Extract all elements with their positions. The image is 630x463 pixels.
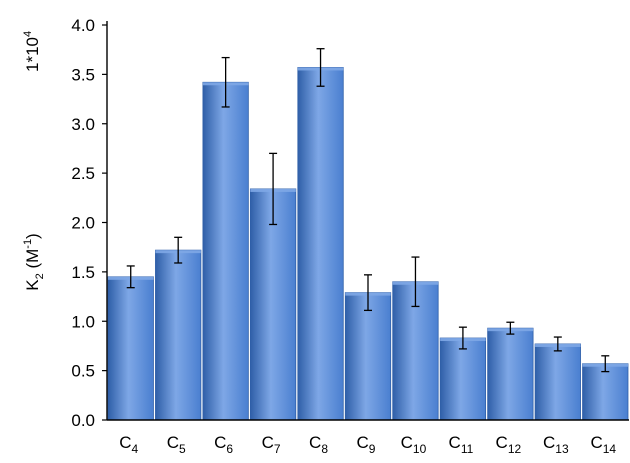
x-tick-label: C9 — [357, 433, 376, 456]
y-tick-label: 1.0 — [71, 312, 95, 331]
x-tick-label-sub: 13 — [555, 442, 569, 456]
x-tick-label: C7 — [262, 433, 281, 456]
y-tick-label: 3.0 — [71, 115, 95, 134]
x-tick-label-sub: 9 — [369, 442, 376, 456]
y-axis-label-sub: 2 — [34, 273, 46, 279]
y-axis-label: K2 (M-1) — [22, 233, 46, 290]
bar — [534, 343, 581, 421]
y-tick-label: 0.5 — [71, 362, 95, 381]
bar — [582, 363, 629, 421]
y-axis-label-unit: (M — [23, 249, 42, 274]
y-tick-label: 4.0 — [71, 16, 95, 35]
x-tick-label-base: C — [357, 433, 369, 452]
bar — [297, 67, 344, 421]
x-tick-label-base: C — [119, 433, 131, 452]
x-tick-label: C5 — [167, 433, 186, 456]
x-tick-label-base: C — [309, 433, 321, 452]
x-tick-label: C8 — [309, 433, 328, 456]
axis-multiplier-exp: 4 — [22, 31, 34, 37]
x-tick-label-base: C — [214, 433, 226, 452]
axis-multiplier: 1*104 — [22, 31, 42, 72]
x-tick-label-sub: 11 — [461, 442, 474, 456]
x-tick-label-base: C — [167, 433, 179, 452]
x-tick-label-sub: 6 — [226, 442, 233, 456]
x-tick-label: C4 — [119, 433, 138, 456]
y-tick-label: 2.5 — [71, 164, 95, 183]
x-tick-label: C6 — [214, 433, 233, 456]
x-tick-label: C13 — [543, 433, 569, 456]
y-tick-label: 3.5 — [71, 65, 95, 84]
y-tick-labels: 0.0 0.5 1.0 1.5 2.0 2.5 3.0 3.5 4.0 — [71, 16, 107, 430]
x-tick-label: C14 — [590, 433, 616, 456]
axis-multiplier-base: 1*10 — [23, 37, 42, 72]
y-axis-label-unit-sup: -1 — [22, 239, 34, 249]
x-tick-label: C11 — [449, 433, 474, 456]
bar — [155, 249, 202, 421]
bar — [439, 337, 487, 421]
bar — [487, 327, 534, 421]
error-bars — [126, 48, 610, 373]
x-tick-label-base: C — [262, 433, 274, 452]
x-tick-label-sub: 4 — [132, 442, 139, 456]
bar — [344, 292, 392, 421]
x-tick-label-sub: 10 — [413, 442, 427, 456]
bar — [249, 188, 297, 421]
x-tick-label-base: C — [543, 433, 555, 452]
x-tick-label: C12 — [496, 433, 522, 456]
x-tick-label-sub: 12 — [508, 442, 522, 456]
x-tick-labels: C4 C5 C6 C7 C8 C9 C10 C11 C12 C13 C14 — [119, 433, 616, 456]
bars — [107, 67, 629, 421]
y-tick-label: 1.5 — [71, 263, 95, 282]
x-tick-label-base: C — [496, 433, 508, 452]
y-axis-label-main: K — [23, 279, 42, 291]
x-tick-label: C10 — [401, 433, 427, 456]
bar — [202, 81, 249, 421]
y-tick-label: 2.0 — [71, 214, 95, 233]
x-tick-label-base: C — [401, 433, 413, 452]
bar — [107, 276, 154, 421]
y-tick-label: 0.0 — [71, 411, 95, 430]
x-tick-label-sub: 8 — [321, 442, 328, 456]
x-tick-label-sub: 7 — [274, 442, 281, 456]
x-tick-label-sub: 5 — [179, 442, 186, 456]
x-tick-label-sub: 14 — [603, 442, 617, 456]
y-axis-label-unit-close: ) — [23, 233, 42, 239]
x-tick-label-base: C — [449, 433, 461, 452]
x-tick-label-base: C — [590, 433, 602, 452]
